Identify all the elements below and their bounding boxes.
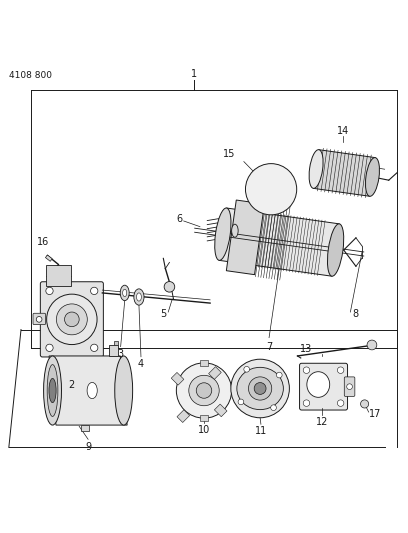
- Ellipse shape: [215, 208, 231, 261]
- Circle shape: [254, 383, 266, 394]
- Ellipse shape: [328, 224, 344, 276]
- Circle shape: [231, 359, 289, 418]
- Text: 15: 15: [224, 149, 236, 159]
- Circle shape: [271, 405, 276, 410]
- Circle shape: [337, 400, 344, 406]
- Bar: [177, 410, 190, 423]
- Circle shape: [303, 400, 310, 406]
- Ellipse shape: [134, 289, 144, 305]
- Text: 6: 6: [177, 214, 183, 223]
- Circle shape: [337, 367, 344, 374]
- FancyBboxPatch shape: [200, 415, 208, 422]
- Circle shape: [361, 400, 369, 408]
- Circle shape: [265, 167, 271, 172]
- Text: 9: 9: [85, 442, 91, 452]
- Circle shape: [249, 193, 255, 199]
- Ellipse shape: [44, 356, 62, 425]
- Circle shape: [36, 317, 42, 322]
- Circle shape: [56, 304, 87, 335]
- Text: 4108 800: 4108 800: [9, 71, 52, 80]
- Text: 8: 8: [353, 309, 359, 319]
- Ellipse shape: [49, 378, 56, 402]
- FancyBboxPatch shape: [33, 313, 46, 325]
- Circle shape: [196, 383, 212, 398]
- Circle shape: [303, 367, 310, 374]
- FancyBboxPatch shape: [299, 364, 348, 410]
- Circle shape: [46, 344, 53, 351]
- Text: 5: 5: [160, 310, 166, 319]
- Bar: [81, 425, 89, 431]
- Bar: [171, 373, 184, 385]
- Text: 3: 3: [118, 349, 124, 359]
- Circle shape: [259, 177, 283, 201]
- Ellipse shape: [237, 367, 284, 410]
- Bar: [113, 341, 118, 344]
- FancyBboxPatch shape: [40, 282, 103, 357]
- Text: 14: 14: [337, 126, 350, 135]
- Polygon shape: [226, 200, 264, 274]
- Bar: [208, 367, 221, 379]
- Text: 12: 12: [316, 417, 328, 427]
- FancyBboxPatch shape: [200, 360, 208, 366]
- Ellipse shape: [47, 365, 58, 416]
- Circle shape: [164, 281, 175, 292]
- Polygon shape: [313, 150, 375, 196]
- Circle shape: [189, 375, 219, 406]
- Text: 7: 7: [266, 342, 272, 352]
- Bar: [214, 404, 227, 417]
- Circle shape: [277, 372, 282, 378]
- Circle shape: [367, 340, 377, 350]
- Polygon shape: [219, 208, 339, 276]
- Text: 11: 11: [255, 426, 267, 436]
- Ellipse shape: [87, 382, 97, 399]
- Circle shape: [272, 206, 277, 212]
- Text: 16: 16: [37, 237, 49, 247]
- Circle shape: [91, 344, 98, 351]
- Ellipse shape: [307, 372, 330, 397]
- Circle shape: [244, 367, 250, 372]
- Text: 2: 2: [69, 381, 75, 390]
- Ellipse shape: [366, 158, 379, 196]
- Bar: [45, 255, 52, 261]
- Text: 10: 10: [198, 425, 210, 435]
- FancyBboxPatch shape: [344, 377, 355, 397]
- Ellipse shape: [123, 289, 127, 296]
- Ellipse shape: [120, 285, 129, 301]
- FancyBboxPatch shape: [109, 344, 118, 356]
- Text: 1: 1: [191, 69, 197, 79]
- FancyBboxPatch shape: [47, 265, 71, 286]
- Ellipse shape: [115, 356, 133, 425]
- Text: 17: 17: [369, 409, 381, 419]
- Circle shape: [64, 312, 79, 327]
- Circle shape: [287, 180, 293, 185]
- Text: 13: 13: [299, 344, 312, 354]
- Ellipse shape: [137, 293, 142, 301]
- Circle shape: [246, 164, 297, 215]
- Circle shape: [47, 294, 97, 344]
- Ellipse shape: [232, 224, 238, 237]
- Circle shape: [347, 384, 353, 390]
- Circle shape: [248, 377, 272, 400]
- Polygon shape: [49, 356, 127, 425]
- Circle shape: [91, 287, 98, 295]
- Circle shape: [46, 287, 53, 295]
- Text: 4: 4: [138, 359, 144, 369]
- Circle shape: [238, 399, 244, 405]
- Ellipse shape: [309, 150, 323, 188]
- Circle shape: [176, 363, 232, 418]
